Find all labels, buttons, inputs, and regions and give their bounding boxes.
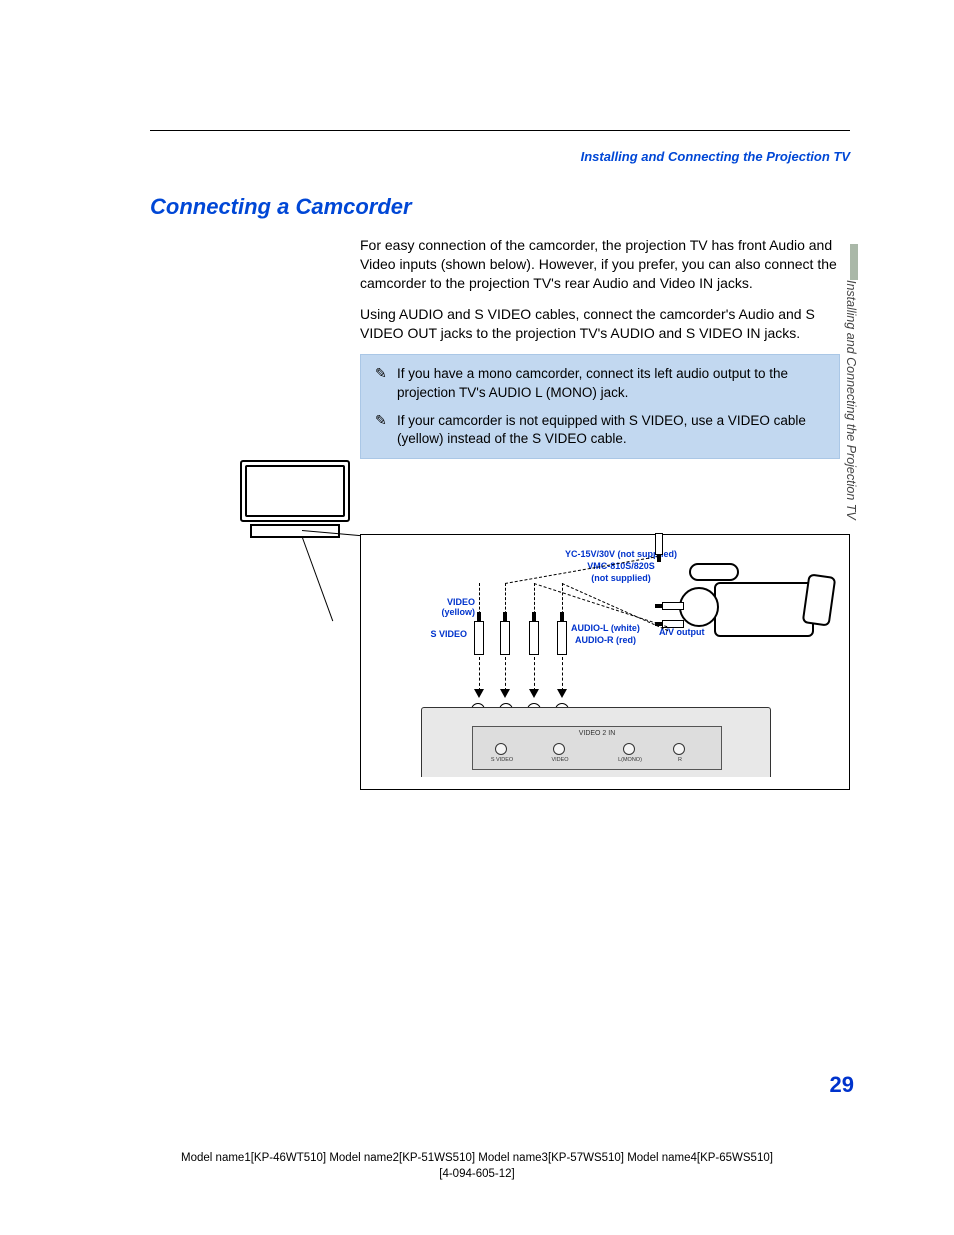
jack-label: L(MONO) bbox=[615, 757, 645, 763]
side-tab-label: Installing and Connecting the Projection… bbox=[844, 280, 858, 520]
label-video2: (yellow) bbox=[429, 607, 475, 617]
tv-icon bbox=[240, 460, 350, 540]
jack-label: VIDEO bbox=[545, 757, 575, 763]
pencil-icon: ✎ bbox=[375, 365, 391, 401]
front-input-panel: VIDEO 2 IN S VIDEO VIDEO L(MONO) R bbox=[421, 707, 771, 777]
footer-doc-id: [4-094-605-12] bbox=[0, 1166, 954, 1182]
footer-models: Model name1[KP-46WT510] Model name2[KP-5… bbox=[0, 1150, 954, 1166]
running-header: Installing and Connecting the Projection… bbox=[150, 149, 850, 164]
camcorder-icon bbox=[679, 557, 829, 647]
note-text: If your camcorder is not equipped with S… bbox=[397, 412, 825, 448]
plug-icon bbox=[500, 621, 510, 655]
jack-label: R bbox=[665, 757, 695, 763]
label-audio-l: AUDIO-L (white) bbox=[571, 623, 640, 633]
page-number: 29 bbox=[830, 1072, 854, 1098]
side-tab: Installing and Connecting the Projection… bbox=[834, 244, 858, 564]
top-rule bbox=[150, 130, 850, 131]
label-audio-r: AUDIO-R (red) bbox=[575, 635, 636, 645]
note-box: ✎ If you have a mono camcorder, connect … bbox=[360, 354, 840, 459]
plug-icon bbox=[655, 533, 663, 555]
paragraph-1: For easy connection of the camcorder, th… bbox=[360, 236, 840, 293]
pencil-icon: ✎ bbox=[375, 412, 391, 448]
paragraph-2: Using AUDIO and S VIDEO cables, connect … bbox=[360, 305, 840, 343]
note-text: If you have a mono camcorder, connect it… bbox=[397, 365, 825, 401]
detail-frame: YC-15V/30V (not supplied) VMC-810S/820S … bbox=[360, 534, 850, 790]
note-item: ✎ If you have a mono camcorder, connect … bbox=[375, 365, 825, 401]
label-video1: VIDEO bbox=[431, 597, 475, 607]
jack-label: S VIDEO bbox=[487, 757, 517, 763]
plug-icon bbox=[529, 621, 539, 655]
plug-icon bbox=[557, 621, 567, 655]
side-tab-indicator bbox=[850, 244, 858, 280]
body-text: For easy connection of the camcorder, th… bbox=[360, 236, 840, 342]
label-yc: YC-15V/30V (not supplied) bbox=[541, 549, 701, 559]
footer: Model name1[KP-46WT510] Model name2[KP-5… bbox=[0, 1150, 954, 1182]
plug-icon bbox=[662, 602, 684, 610]
note-item: ✎ If your camcorder is not equipped with… bbox=[375, 412, 825, 448]
page-content-area: Installing and Connecting the Projection… bbox=[150, 130, 850, 483]
label-svideo: S VIDEO bbox=[419, 629, 467, 639]
label-vmc2: (not supplied) bbox=[571, 573, 671, 583]
panel-title: VIDEO 2 IN bbox=[473, 730, 721, 737]
section-title: Connecting a Camcorder bbox=[150, 194, 850, 220]
connection-diagram: YC-15V/30V (not supplied) VMC-810S/820S … bbox=[150, 460, 850, 800]
plug-icon bbox=[474, 621, 484, 655]
